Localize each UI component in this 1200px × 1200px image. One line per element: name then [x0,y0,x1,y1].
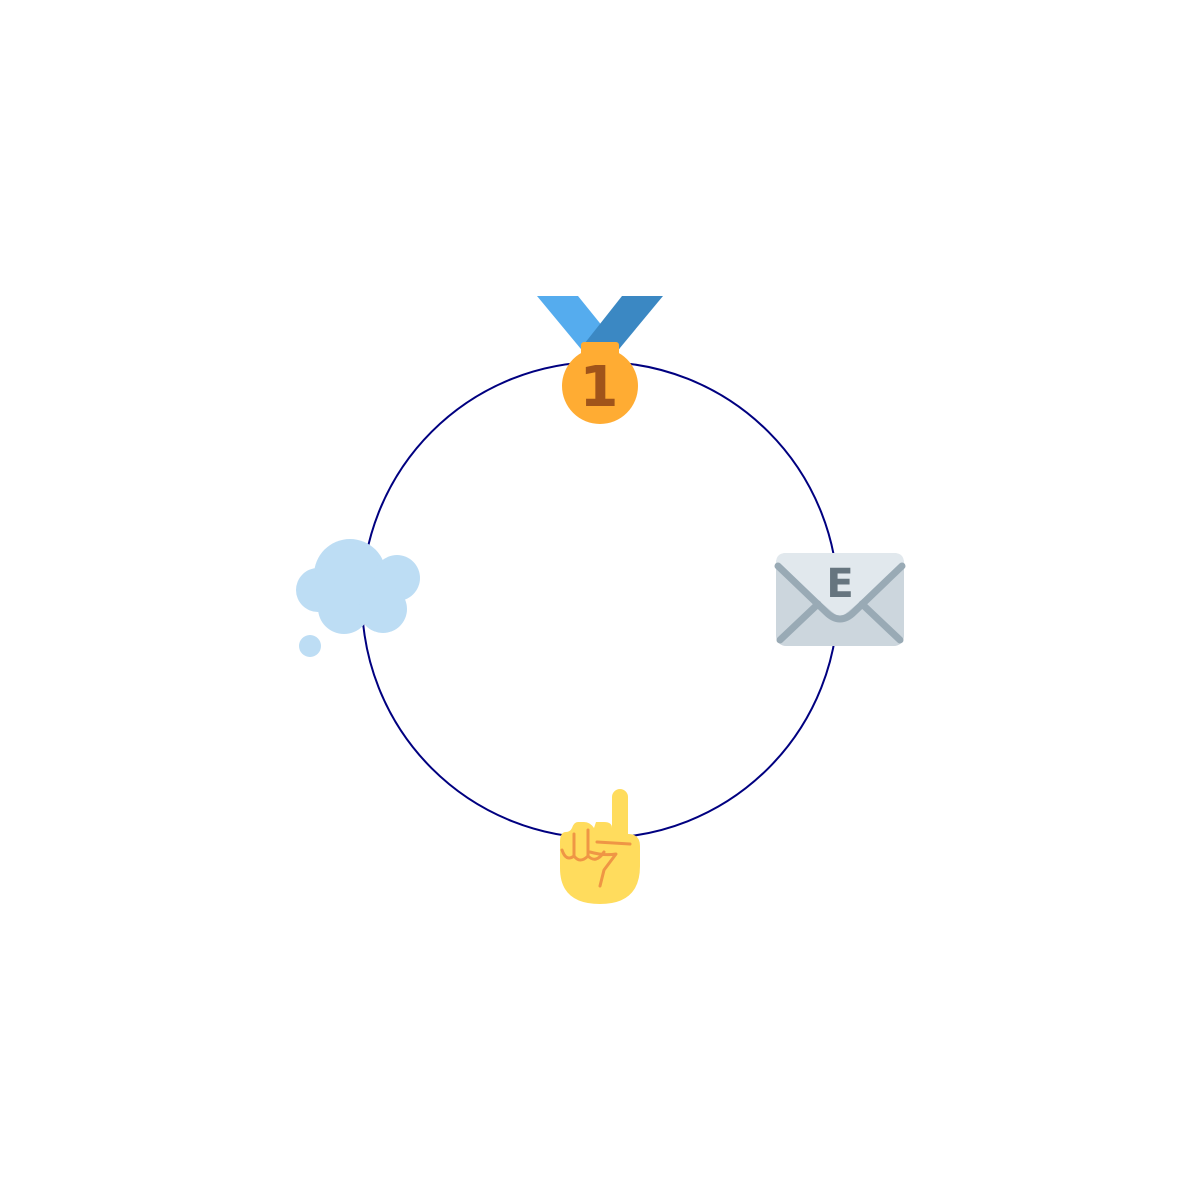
medal-number: 1 [580,355,619,420]
hand-fist [560,822,640,904]
thought-balloon-icon [296,539,420,657]
cycle-ring [361,361,839,839]
medal-disc [562,348,638,424]
envelope-letter: E [826,561,853,607]
envelope-flap [776,553,904,618]
thought-dot [299,635,321,657]
envelope-bottom-lines [776,600,904,644]
e-mail-envelope-icon: E [774,553,906,646]
envelope-fold-lines [774,562,906,623]
hand-finger-lines [560,828,632,888]
index-pointing-up-icon [560,789,640,904]
first-place-medal-icon: 1 [537,296,663,424]
cloud-puff [318,582,370,634]
cloud-puff [359,585,407,633]
